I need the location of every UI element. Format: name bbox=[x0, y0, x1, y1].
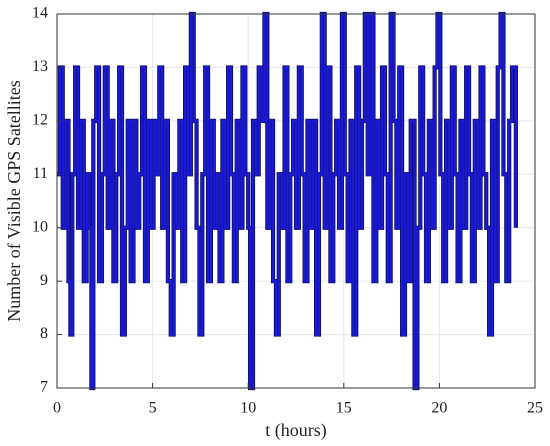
x-tick-label: 15 bbox=[336, 400, 352, 417]
y-tick-label: 9 bbox=[40, 272, 48, 289]
y-tick-label: 10 bbox=[32, 218, 48, 235]
x-tick-label: 0 bbox=[53, 400, 61, 417]
ticks: 0 5 10 15 20 25 7 8 9 10 11 12 13 14 bbox=[32, 5, 543, 417]
x-tick-label: 5 bbox=[149, 400, 157, 417]
y-axis-label: Number of Visible GPS Satellites bbox=[4, 80, 24, 322]
y-tick-label: 11 bbox=[33, 165, 48, 182]
x-tick-label: 20 bbox=[431, 400, 447, 417]
y-tick-label: 12 bbox=[32, 112, 48, 129]
y-tick-label: 14 bbox=[32, 5, 48, 22]
x-tick-label: 25 bbox=[527, 400, 543, 417]
x-tick-label: 10 bbox=[240, 400, 256, 417]
y-tick-label: 7 bbox=[40, 379, 48, 396]
y-tick-label: 8 bbox=[40, 325, 48, 342]
y-tick-label: 13 bbox=[32, 58, 48, 75]
x-axis-label: t (hours) bbox=[265, 420, 327, 441]
axes-frame bbox=[56, 13, 536, 389]
